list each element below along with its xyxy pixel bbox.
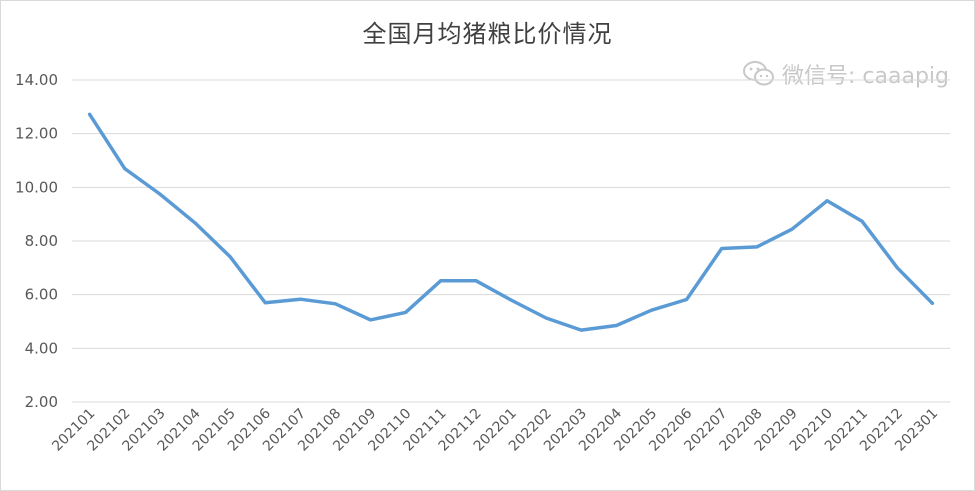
y-tick-label: 14.00 (15, 71, 58, 89)
y-tick-label: 6.00 (25, 286, 58, 304)
data-point (158, 192, 162, 196)
y-tick-label: 10.00 (15, 178, 58, 196)
data-point (333, 302, 337, 306)
chart-title: 全国月均猪粮比价情况 (362, 20, 613, 48)
y-tick-label: 8.00 (25, 232, 58, 250)
data-point (755, 245, 759, 249)
watermark: 微信号: caaapig (742, 58, 949, 90)
data-point (509, 298, 513, 302)
data-point (88, 112, 92, 116)
data-point (614, 324, 618, 328)
y-tick-label: 12.00 (15, 125, 58, 143)
data-point (685, 297, 689, 301)
watermark-text: 微信号: caaapig (782, 64, 949, 89)
data-point (263, 301, 267, 305)
data-point (404, 310, 408, 314)
y-tick-label: 2.00 (25, 393, 58, 411)
data-point (649, 308, 653, 312)
y-tick-label: 4.00 (25, 339, 58, 357)
data-point (579, 328, 583, 332)
data-point (544, 316, 548, 320)
data-point (123, 167, 127, 171)
data-point (930, 301, 934, 305)
data-point (790, 227, 794, 231)
data-point (228, 255, 232, 259)
data-point (298, 297, 302, 301)
series-line (87, 112, 935, 332)
data-point (720, 247, 724, 251)
data-point (895, 266, 899, 270)
data-point (193, 221, 197, 225)
data-point (825, 199, 829, 203)
data-point (860, 219, 864, 223)
data-point (369, 318, 373, 322)
data-point (439, 279, 443, 283)
data-point (474, 279, 478, 283)
